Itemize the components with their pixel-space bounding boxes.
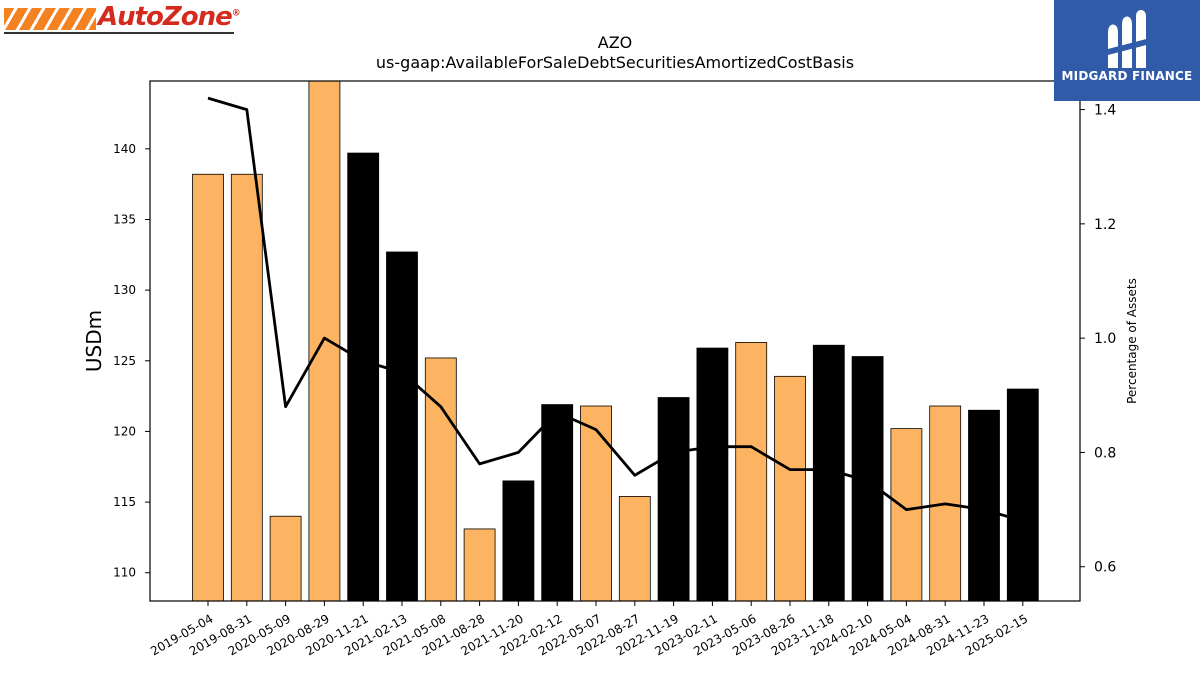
bar-2020-05-09 (269, 515, 302, 602)
line-series (207, 96, 1024, 523)
bar-2024-11-23 (968, 409, 1000, 602)
bar-2023-08-26 (774, 375, 806, 602)
bar-2024-05-04 (890, 428, 923, 602)
bar-2022-11-19 (657, 397, 690, 602)
bar-2025-02-15 (1006, 388, 1039, 602)
y-tick-label: 125 (113, 354, 136, 368)
bar-2019-05-04 (192, 173, 224, 602)
y2-tick-label: 0.8 (1094, 445, 1116, 461)
y-tick-label: 140 (113, 142, 136, 156)
y-tick-label: 120 (113, 424, 136, 438)
y2-tick-label: 1.0 (1094, 331, 1116, 347)
bar-2021-08-28 (463, 528, 496, 602)
bar-2020-08-29 (308, 80, 341, 602)
logo-underline (4, 32, 234, 34)
bar-2023-02-11 (696, 347, 729, 602)
y-tick-label: 110 (113, 566, 136, 580)
y2-tick-label: 1.2 (1094, 217, 1116, 233)
y-axis-right: 0.6 0.8 1.0 1.2 1.4 (1080, 103, 1116, 576)
bar-series (192, 80, 1039, 602)
midgard-finance-name: MIDGARD FINANCE (1061, 69, 1193, 83)
plot-area (149, 80, 1081, 602)
bar-2021-11-20 (502, 480, 535, 602)
bar-2022-05-07 (580, 405, 612, 602)
percentage-of-assets-line (207, 96, 1024, 523)
bar-2019-08-31 (230, 173, 263, 602)
y2-tick-label: 0.6 (1094, 560, 1116, 576)
autozone-wordmark: AutoZone® (98, 2, 241, 32)
y2-axis-label: Percentage of Assets (1125, 278, 1139, 404)
y2-tick-label: 1.4 (1094, 103, 1116, 119)
bar-2021-05-08 (424, 357, 457, 602)
midgard-m-icon (1104, 10, 1150, 68)
autozone-logo: AutoZone® (4, 2, 241, 34)
bar-2023-05-06 (735, 342, 768, 602)
midgard-finance-logo: MIDGARD FINANCE (1054, 0, 1200, 101)
chart-title: AZO (598, 33, 633, 52)
y-axis-label: USDm (82, 310, 106, 372)
bar-2022-02-12 (541, 404, 574, 602)
logo-stripes (4, 8, 96, 30)
chart-subtitle: us-gaap:AvailableForSaleDebtSecuritiesAm… (376, 53, 854, 72)
y-axis-left: 110 115 120 125 130 135 140 (113, 142, 150, 580)
y-tick-label: 115 (113, 495, 136, 509)
x-axis: 2019-05-042019-08-312020-05-092020-08-29… (148, 601, 1030, 658)
y-tick-label: 130 (113, 283, 136, 297)
y-tick-label: 135 (113, 212, 136, 226)
bar-2020-11-21 (347, 152, 380, 602)
bar-2021-02-13 (386, 251, 418, 602)
bar-2022-08-27 (618, 496, 651, 602)
